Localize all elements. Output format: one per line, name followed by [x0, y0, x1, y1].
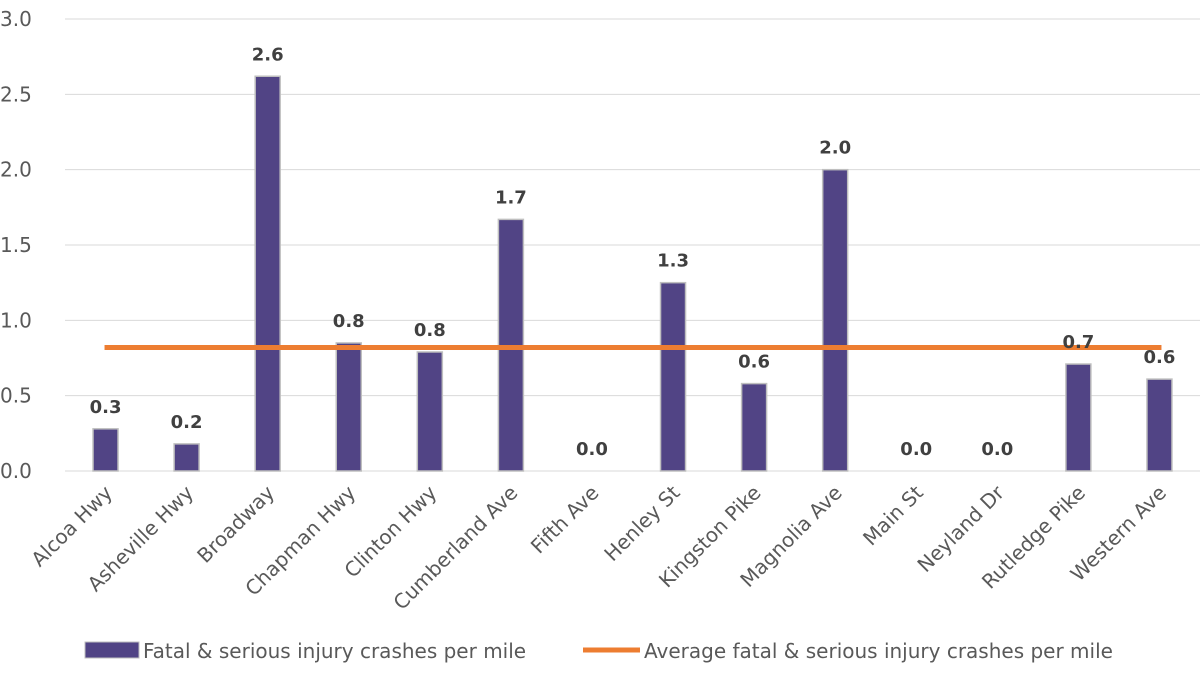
y-tick-label: 3.0: [0, 7, 32, 31]
data-label: 1.7: [495, 187, 527, 208]
data-label: 0.3: [90, 397, 122, 418]
bar: [335, 342, 362, 472]
x-tick-label: Broadway: [192, 480, 279, 567]
x-tick-label: Main St: [858, 480, 928, 550]
legend-bar-swatch: [84, 641, 140, 659]
data-label: 0.7: [1062, 332, 1094, 353]
data-label: 0.0: [576, 439, 608, 460]
data-label: 0.8: [414, 320, 446, 341]
data-label: 0.2: [171, 412, 203, 433]
data-label: 0.0: [900, 439, 932, 460]
bar: [1146, 378, 1173, 472]
x-tick-label: Henley St: [599, 480, 684, 565]
legend: Fatal & serious injury crashes per mile …: [84, 639, 1113, 663]
y-tick-label: 0.5: [0, 384, 32, 408]
bar: [254, 75, 281, 472]
data-label: 0.6: [1144, 347, 1176, 368]
legend-bar-label: Fatal & serious injury crashes per mile: [143, 639, 526, 663]
y-axis-ticks: 0.0 0.5 1.0 1.5 2.0 2.5 3.0: [0, 7, 32, 483]
bar: [416, 351, 444, 472]
bar: [173, 443, 200, 472]
data-label: 2.0: [819, 138, 851, 159]
data-label: 2.6: [252, 44, 284, 65]
legend-line-label: Average fatal & serious injury crashes p…: [644, 639, 1113, 663]
data-labels: 0.3 0.2 2.6 0.8 0.8 1.7 0.0 1.3 0.6 2.0 0.0 0.0 0.7 0…: [90, 44, 1176, 460]
bar: [1065, 363, 1092, 472]
data-label: 0.0: [981, 439, 1013, 460]
x-tick-label: Fifth Ave: [526, 481, 604, 559]
bar: [659, 281, 687, 472]
data-label: 1.3: [657, 251, 689, 272]
y-tick-label: 2.0: [0, 158, 32, 182]
y-tick-label: 2.5: [0, 82, 32, 106]
data-label: 0.8: [333, 311, 365, 332]
gridlines: [65, 18, 1200, 472]
bar: [92, 428, 119, 472]
bars: [92, 75, 1173, 472]
y-tick-label: 0.0: [0, 459, 32, 483]
y-tick-label: 1.5: [0, 233, 32, 257]
y-tick-label: 1.0: [0, 308, 32, 332]
bar: [821, 168, 849, 472]
data-label: 0.6: [738, 352, 770, 373]
bar: [740, 382, 768, 472]
